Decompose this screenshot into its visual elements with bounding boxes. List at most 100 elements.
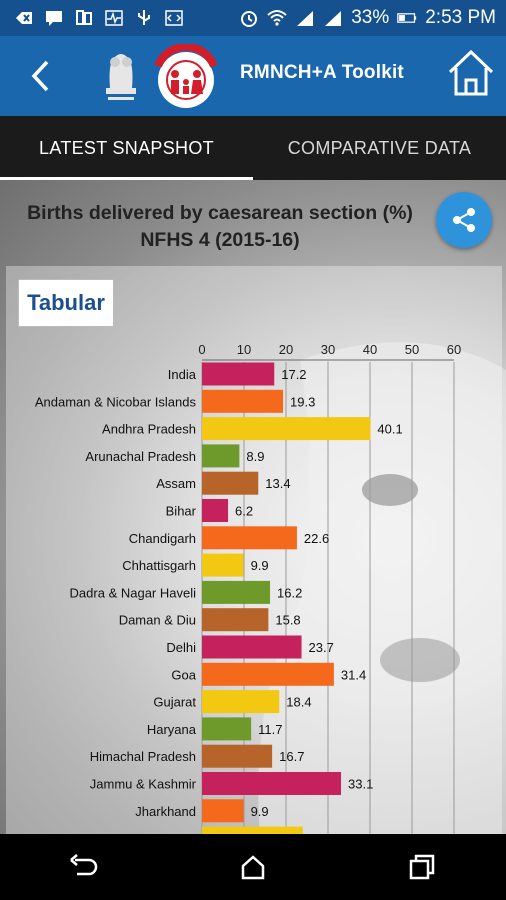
bar bbox=[202, 635, 302, 659]
usb-icon bbox=[134, 9, 154, 27]
recents-icon bbox=[409, 854, 434, 880]
data-label: 16.7 bbox=[279, 749, 304, 764]
category-label: Bihar bbox=[166, 504, 197, 519]
signal-icon bbox=[323, 9, 343, 27]
chart-title-line2: NFHS 4 (2015-16) bbox=[140, 229, 300, 251]
wifi-icon bbox=[267, 9, 287, 27]
back-icon bbox=[70, 854, 98, 876]
category-label: Himachal Pradesh bbox=[90, 749, 196, 764]
chevron-left-icon bbox=[31, 60, 49, 92]
category-label: India bbox=[168, 367, 197, 382]
home-icon[interactable] bbox=[446, 48, 496, 98]
category-label: Chandigarh bbox=[129, 531, 196, 546]
chart-panel bbox=[6, 266, 502, 834]
bar bbox=[202, 772, 342, 795]
data-label: 9.9 bbox=[251, 804, 269, 819]
data-label: 23.7 bbox=[309, 640, 334, 655]
system-nav-bar bbox=[0, 834, 506, 900]
data-label: 6.2 bbox=[235, 504, 253, 519]
bar bbox=[202, 417, 371, 441]
tabular-button[interactable]: Tabular bbox=[18, 279, 114, 327]
data-label: 13.4 bbox=[265, 476, 290, 491]
tab-bar: LATEST SNAPSHOT COMPARATIVE DATA bbox=[0, 116, 506, 180]
tab-comparative-data[interactable]: COMPARATIVE DATA bbox=[287, 137, 472, 158]
data-label: 9.9 bbox=[251, 558, 269, 573]
x-tick-label: 30 bbox=[321, 342, 335, 357]
bar bbox=[202, 553, 244, 577]
home-nav-icon bbox=[241, 855, 265, 880]
category-label: Andaman & Nicobar Islands bbox=[35, 394, 197, 409]
bar bbox=[202, 608, 269, 632]
category-label: Haryana bbox=[147, 722, 197, 737]
nav-recents-button[interactable] bbox=[402, 847, 442, 887]
x-tick-label: 60 bbox=[447, 342, 461, 357]
bar-chart: 0 10 20 30 40 50 60 India 17.2 Andaman & Nicobar … bbox=[35, 342, 461, 834]
alarm-icon bbox=[239, 9, 259, 27]
category-label: Delhi bbox=[166, 640, 196, 655]
share-button[interactable] bbox=[436, 192, 492, 248]
category-label: Gujarat bbox=[153, 695, 196, 710]
bar bbox=[202, 690, 280, 714]
data-label: 40.1 bbox=[377, 422, 402, 437]
bar bbox=[202, 744, 273, 768]
signal-icon bbox=[295, 9, 315, 27]
data-label: 19.3 bbox=[290, 394, 315, 409]
back-button[interactable] bbox=[22, 58, 58, 94]
code-icon bbox=[164, 9, 184, 27]
bar-partial bbox=[202, 826, 303, 834]
battery-percent: 33% bbox=[351, 7, 390, 28]
pulse-icon bbox=[104, 9, 124, 27]
national-emblem-icon bbox=[106, 54, 136, 100]
data-label: 8.9 bbox=[246, 449, 264, 464]
data-label: 17.2 bbox=[281, 367, 306, 382]
bar bbox=[202, 799, 244, 823]
x-tick-label: 50 bbox=[405, 342, 419, 357]
bar bbox=[202, 389, 284, 413]
battery-icon bbox=[397, 9, 417, 27]
x-tick-label: 0 bbox=[198, 342, 205, 357]
bar bbox=[202, 362, 275, 386]
bar bbox=[202, 471, 259, 495]
data-label: 31.4 bbox=[341, 667, 366, 682]
data-label: 22.6 bbox=[304, 531, 329, 546]
category-label: Arunachal Pradesh bbox=[85, 449, 196, 464]
app-bar: RMNCH+A Toolkit bbox=[0, 36, 506, 116]
category-label: Chhattisgarh bbox=[122, 558, 196, 573]
nav-home-button[interactable] bbox=[233, 847, 273, 887]
x-tick-label: 10 bbox=[237, 342, 251, 357]
bar bbox=[202, 580, 271, 604]
chart-title: Births delivered by caesarean section (%… bbox=[0, 200, 440, 254]
category-label: Assam bbox=[156, 476, 196, 491]
x-tick-label: 40 bbox=[363, 342, 377, 357]
app-title: RMNCH+A Toolkit bbox=[240, 62, 404, 83]
chat-icon bbox=[44, 9, 64, 27]
x-tick-label: 20 bbox=[279, 342, 293, 357]
data-label: 15.8 bbox=[275, 613, 300, 628]
bar bbox=[202, 662, 334, 686]
bar bbox=[202, 526, 297, 550]
bar bbox=[202, 444, 240, 468]
bar bbox=[202, 499, 229, 522]
category-label: Jammu & Kashmir bbox=[90, 777, 197, 792]
data-label: 16.2 bbox=[277, 585, 302, 600]
nav-back-button[interactable] bbox=[64, 847, 104, 887]
data-label: 18.4 bbox=[286, 695, 311, 710]
background-photo bbox=[258, 342, 506, 834]
data-label: 11.7 bbox=[258, 722, 282, 737]
category-label: Dadra & Nagar Haveli bbox=[70, 585, 197, 600]
tab-latest-snapshot[interactable]: LATEST SNAPSHOT bbox=[0, 116, 253, 180]
nhm-logo bbox=[154, 44, 218, 108]
chart-title-line1: Births delivered by caesarean section (%… bbox=[27, 202, 413, 224]
category-label: Jharkhand bbox=[135, 804, 196, 819]
category-label: Goa bbox=[171, 667, 196, 682]
back-arrow-icon bbox=[14, 9, 34, 27]
content-area: Births delivered by caesarean section (%… bbox=[0, 180, 506, 834]
category-label: Andhra Pradesh bbox=[102, 422, 196, 437]
category-label: Daman & Diu bbox=[119, 613, 196, 628]
clock: 2:53 PM bbox=[425, 7, 496, 28]
status-bar: 33% 2:53 PM bbox=[0, 0, 506, 36]
data-label: 33.1 bbox=[348, 777, 373, 792]
dual-sim-icon bbox=[74, 9, 94, 27]
bar bbox=[202, 717, 252, 741]
share-icon bbox=[453, 208, 475, 232]
